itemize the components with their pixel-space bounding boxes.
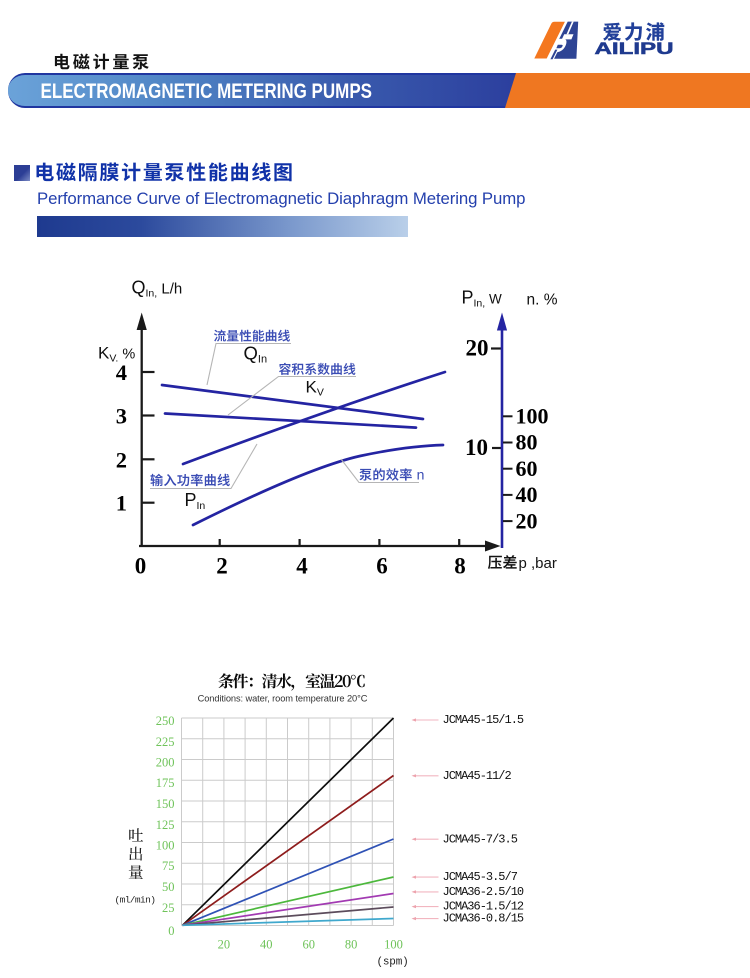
svg-text:PIn, W: PIn, W: [462, 288, 502, 310]
svg-text:100: 100: [516, 404, 549, 429]
svg-text:PIn: PIn: [185, 490, 206, 512]
svg-text:175: 175: [156, 776, 175, 790]
svg-text:200: 200: [156, 756, 175, 770]
svg-text:20: 20: [218, 938, 231, 952]
svg-text:0: 0: [168, 924, 174, 938]
svg-text:10: 10: [465, 435, 488, 460]
svg-text:80: 80: [345, 938, 358, 952]
svg-text:QIn: QIn: [244, 343, 268, 366]
svg-text:(ml/min): (ml/min): [115, 895, 156, 906]
svg-text:KV. %: KV. %: [98, 344, 135, 365]
svg-text:KV: KV: [306, 378, 324, 399]
svg-text:JCMA45-7/3.5: JCMA45-7/3.5: [443, 832, 518, 846]
svg-text:8: 8: [454, 554, 466, 579]
svg-text:250: 250: [156, 714, 175, 728]
svg-text:JCMA45-15/1.5: JCMA45-15/1.5: [443, 713, 524, 727]
svg-text:75: 75: [162, 859, 175, 873]
svg-text:60: 60: [302, 938, 315, 952]
svg-text:JCMA36-1.5/12: JCMA36-1.5/12: [443, 900, 524, 914]
svg-text:n. %: n. %: [527, 292, 558, 309]
svg-text:125: 125: [156, 818, 175, 832]
svg-text:80: 80: [516, 430, 538, 455]
svg-text:40: 40: [516, 482, 538, 507]
svg-text:p ,bar: p ,bar: [519, 555, 557, 572]
svg-text:JCMA45-11/2: JCMA45-11/2: [443, 769, 512, 783]
svg-text:150: 150: [156, 797, 175, 811]
svg-text:JCMA36-2.5/10: JCMA36-2.5/10: [443, 885, 524, 899]
svg-text:JCMA36-0.8/15: JCMA36-0.8/15: [443, 912, 524, 926]
svg-text:100: 100: [384, 938, 403, 952]
svg-text:AILIPU: AILIPU: [595, 39, 674, 58]
svg-text:4: 4: [116, 360, 127, 385]
svg-text:2: 2: [116, 447, 127, 472]
svg-text:Conditions: water, room temper: Conditions: water, room temperature 20°C: [198, 694, 368, 704]
svg-text:20: 20: [516, 508, 538, 533]
svg-text:4: 4: [296, 554, 308, 579]
svg-text:40: 40: [260, 938, 273, 952]
svg-text:6: 6: [376, 554, 388, 579]
svg-text:60: 60: [516, 456, 538, 481]
svg-text:(spm): (spm): [377, 957, 409, 969]
svg-text:1: 1: [116, 491, 127, 516]
svg-text:50: 50: [162, 880, 175, 894]
svg-text:JCMA45-3.5/7: JCMA45-3.5/7: [443, 870, 518, 884]
svg-text:20: 20: [466, 336, 489, 361]
svg-text:25: 25: [162, 901, 175, 915]
svg-text:3: 3: [116, 404, 127, 429]
svg-text:ELECTROMAGNETIC METERING PUMPS: ELECTROMAGNETIC METERING PUMPS: [41, 80, 373, 103]
svg-text:QIn, L/h: QIn, L/h: [132, 278, 183, 300]
svg-text:0: 0: [135, 554, 147, 579]
svg-text:225: 225: [156, 735, 175, 749]
svg-text:100: 100: [156, 839, 175, 853]
svg-text:2: 2: [216, 554, 228, 579]
svg-text:n: n: [417, 467, 425, 483]
